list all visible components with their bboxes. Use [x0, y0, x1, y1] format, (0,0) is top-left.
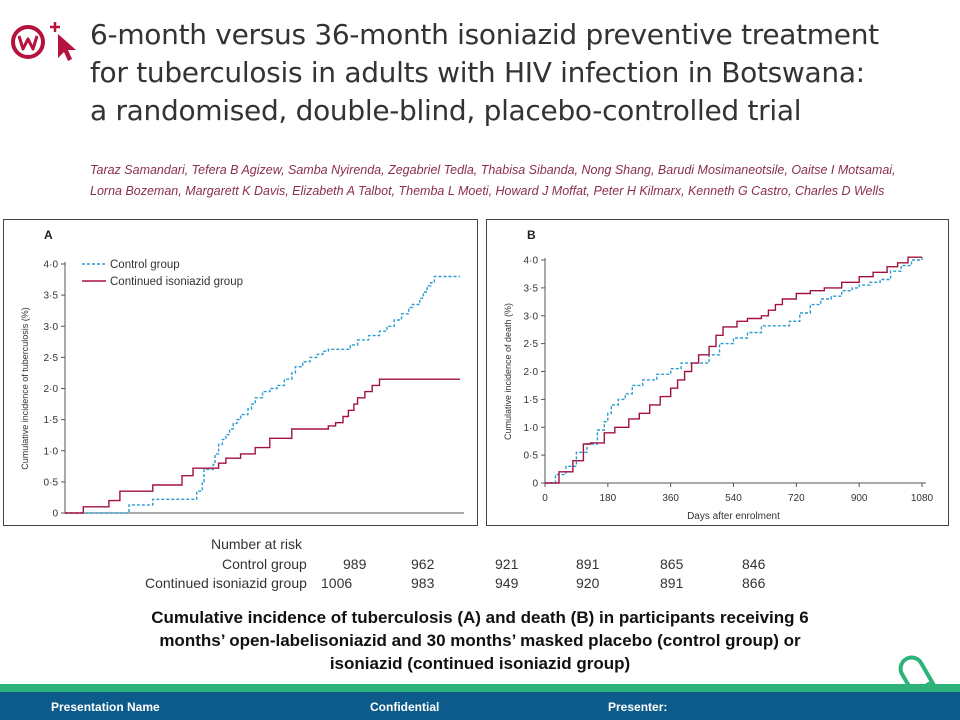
footer-presentation-name: Presentation Name: [51, 700, 160, 714]
risk-row-label: Control group: [222, 556, 307, 572]
chart-b-svg: B 0 0·5 1·0 1·5 2·0 2·5 3·0 3·5 4·0 0 180 360 540 720 9…: [503, 228, 934, 522]
title-line: 6-month versus 36-month isoniazid preven…: [90, 18, 879, 51]
author-line: Lorna Bozeman, Margarett K Davis, Elizab…: [90, 184, 885, 198]
x-tick-label: 360: [662, 493, 679, 504]
lancet-logo-icon: [11, 22, 76, 61]
y-tick-label: 2·0: [44, 384, 59, 395]
chart-panel-b: B 0 0·5 1·0 1·5 2·0 2·5 3·0 3·5 4·0 0 180 360 540 720 9…: [486, 219, 949, 526]
series-line-control: [65, 275, 460, 514]
x-tick-label: 180: [599, 493, 616, 504]
chart-panel-a: A 0 0·5 1·0 1·5 2·0 2·5 3·0 3·5 4·0 Cumulative inc…: [3, 219, 478, 526]
series-line-control: [545, 257, 923, 484]
risk-row-label: Continued isoniazid group: [145, 575, 307, 591]
chart-a-svg: A 0 0·5 1·0 1·5 2·0 2·5 3·0 3·5 4·0 Cumulative inc…: [20, 228, 464, 520]
slide-footer: Presentation Name Confidential Presenter…: [0, 692, 960, 720]
x-tick-label: 900: [851, 493, 868, 504]
footer-presenter: Presenter:: [608, 700, 668, 714]
risk-value: 1006: [321, 575, 353, 591]
y-tick-label: 1·0: [524, 423, 539, 434]
risk-value: 983: [411, 575, 435, 591]
y-tick-label: 4·0: [524, 256, 539, 267]
y-axis-label: Cumulative incidence of tuberculosis (%): [20, 307, 30, 470]
figure-caption: Cumulative incidence of tuberculosis (A)…: [40, 606, 920, 675]
y-tick-label: 3·5: [44, 291, 59, 302]
caption-line: isoniazid (continued isoniazid group): [329, 654, 631, 673]
y-tick-label: 2·0: [524, 367, 539, 378]
y-tick-label: 0: [532, 479, 538, 490]
y-tick-label: 2·5: [44, 353, 59, 364]
risk-value: 865: [660, 556, 684, 572]
x-tick-label: 0: [542, 493, 548, 504]
footer-confidential: Confidential: [370, 700, 440, 714]
panel-label: B: [527, 228, 536, 242]
risk-value: 962: [411, 556, 435, 572]
risk-value: 949: [495, 575, 519, 591]
risk-value: 989: [343, 556, 367, 572]
caption-line: months’ open-labelisoniazid and 30 month…: [159, 631, 801, 650]
y-tick-label: 1·5: [524, 395, 539, 406]
series-line-continued: [65, 378, 460, 514]
y-tick-label: 0·5: [524, 451, 539, 462]
title-line: for tuberculosis in adults with HIV infe…: [90, 56, 865, 89]
y-tick-label: 1·0: [44, 446, 59, 457]
y-tick-label: 0·5: [44, 477, 59, 488]
x-tick-label: 720: [788, 493, 805, 504]
y-tick-label: 3·5: [524, 283, 539, 294]
author-line: Taraz Samandari, Tefera B Agizew, Samba …: [90, 163, 896, 177]
risk-value: 891: [660, 575, 684, 591]
x-tick-label: 540: [725, 493, 742, 504]
risk-value: 891: [576, 556, 600, 572]
risk-table: Number at risk Control group 989 962 921…: [0, 534, 960, 594]
series-line-continued: [545, 256, 922, 484]
title-line: a randomised, double-blind, placebo-cont…: [90, 94, 802, 127]
y-tick-label: 1·5: [44, 415, 59, 426]
y-tick-label: 0: [52, 509, 58, 520]
risk-table-heading: Number at risk: [211, 536, 303, 552]
panel-label: A: [44, 228, 53, 242]
risk-value: 920: [576, 575, 600, 591]
author-list: Taraz Samandari, Tefera B Agizew, Samba …: [90, 160, 950, 202]
risk-value: 866: [742, 575, 766, 591]
x-tick-label: 1080: [911, 493, 934, 504]
y-tick-label: 4·0: [44, 260, 59, 271]
y-tick-label: 3·0: [44, 322, 59, 333]
footer-accent-bar: [0, 684, 960, 692]
legend-label: Continued isoniazid group: [110, 276, 243, 288]
x-axis-label: Days after enrolment: [687, 511, 780, 522]
y-tick-label: 3·0: [524, 311, 539, 322]
risk-value: 921: [495, 556, 519, 572]
caption-line: Cumulative incidence of tuberculosis (A)…: [151, 608, 809, 627]
page-title: 6-month versus 36-month isoniazid preven…: [90, 16, 950, 130]
y-axis-label: Cumulative incidence of death (%): [503, 303, 513, 440]
y-tick-label: 2·5: [524, 339, 539, 350]
legend-label: Control group: [110, 259, 180, 271]
risk-value: 846: [742, 556, 766, 572]
